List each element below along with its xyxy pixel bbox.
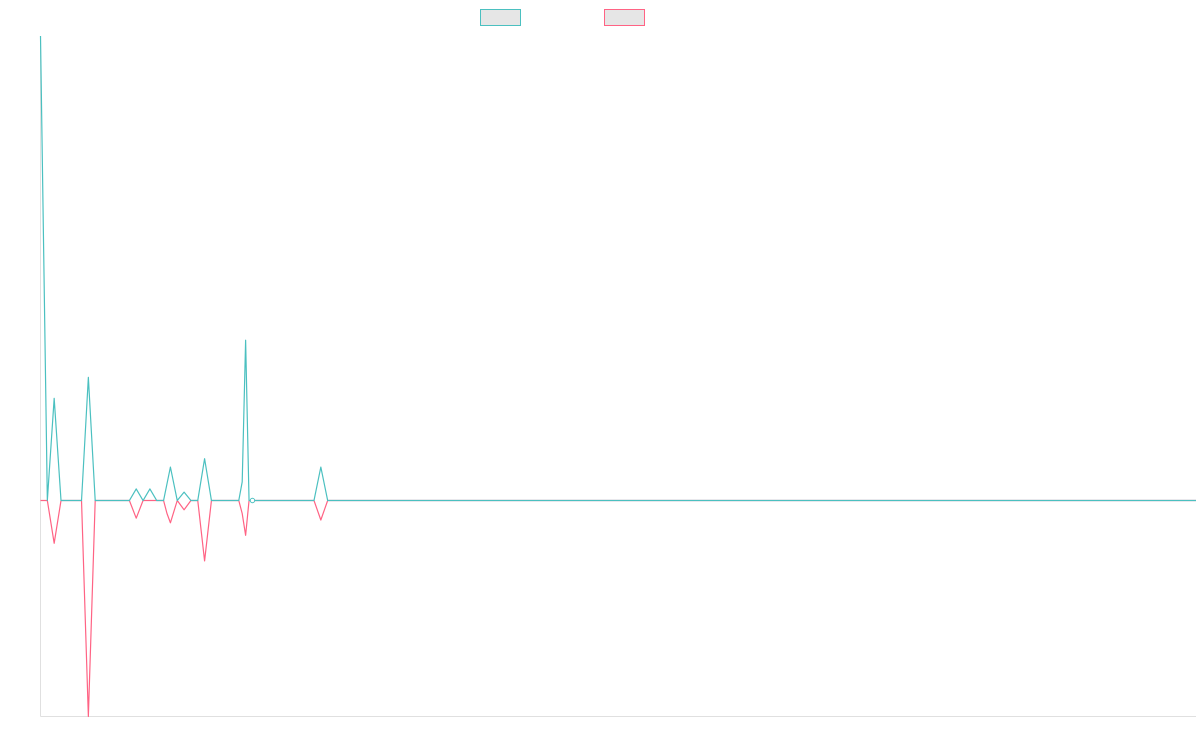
series-2-line [40, 499, 1196, 718]
legend-swatch-series-2 [604, 9, 645, 26]
series-1-line [39, 35, 1196, 502]
legend-swatch-series-1 [480, 9, 521, 26]
series-1-point-marker [249, 497, 256, 504]
